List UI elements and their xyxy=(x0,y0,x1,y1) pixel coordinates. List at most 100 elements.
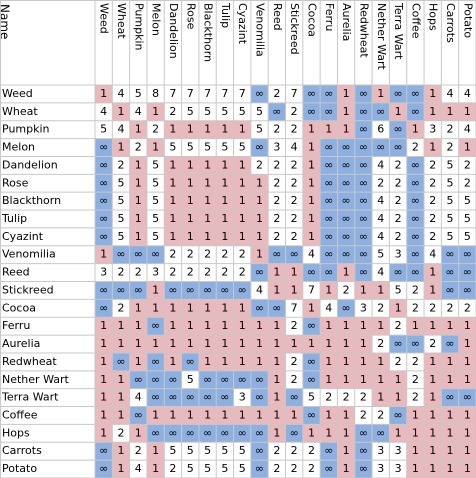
cell-bg xyxy=(424,85,442,103)
cell-bg xyxy=(458,442,476,461)
cell-bg xyxy=(320,192,338,211)
cell-value: 1 xyxy=(117,141,124,154)
cell-bg xyxy=(198,120,217,139)
cell-value: ∞ xyxy=(134,373,143,386)
column-header: Aurelia xyxy=(340,3,353,41)
cell-value: ∞ xyxy=(411,212,420,225)
cell-bg xyxy=(441,442,459,461)
column-header: Dandelion xyxy=(167,3,180,59)
cell-value: 2 xyxy=(291,230,298,243)
cell-value: ∞ xyxy=(255,141,264,154)
cell-bg xyxy=(268,352,286,371)
cell-bg xyxy=(320,352,338,371)
cell-value: 1 xyxy=(464,462,471,475)
cell-value: 2 xyxy=(169,105,176,118)
cell-value: 5 xyxy=(447,194,454,207)
cell-value: 1 xyxy=(308,301,315,314)
cell-value: 4 xyxy=(117,123,124,136)
cell-bg xyxy=(198,245,217,264)
cell-bg xyxy=(302,335,321,353)
cell-value: 1 xyxy=(135,212,142,225)
cell-bg xyxy=(146,227,165,246)
cell-value: 1 xyxy=(395,301,402,314)
cell-value: 1 xyxy=(256,408,263,421)
cell-value: ∞ xyxy=(359,212,368,225)
cell-bg xyxy=(146,352,165,371)
cell-value: 7 xyxy=(204,87,211,100)
cell-bg xyxy=(250,406,269,425)
cell-value: 7 xyxy=(169,87,176,100)
cell-value: 1 xyxy=(308,337,315,350)
cell-bg xyxy=(181,299,199,318)
cell-value: 1 xyxy=(343,426,350,439)
cell-value: ∞ xyxy=(99,212,108,225)
cell-value: 1 xyxy=(204,319,211,332)
cell-bg xyxy=(458,370,476,389)
cell-bg xyxy=(320,263,338,282)
cell-bg xyxy=(129,460,147,478)
cell-bg xyxy=(216,245,234,264)
cell-bg xyxy=(354,85,373,103)
cell-value: 2 xyxy=(343,283,350,296)
cell-bg xyxy=(198,370,217,389)
row-name: Dandelion xyxy=(2,158,58,171)
cell-value: ∞ xyxy=(151,426,160,439)
cell-bg xyxy=(198,352,217,371)
cell-bg xyxy=(389,317,407,336)
cell-value: 2 xyxy=(273,194,280,207)
cell-value: 2 xyxy=(152,123,159,136)
row-name: Potato xyxy=(2,462,37,475)
cell-bg xyxy=(146,210,165,228)
cell-value: 1 xyxy=(239,194,246,207)
cell-value: 4 xyxy=(135,391,142,404)
cell-bg xyxy=(424,192,442,211)
cell-bg xyxy=(458,210,476,228)
cell-value: 5 xyxy=(221,105,228,118)
cell-value: 1 xyxy=(187,176,194,189)
cell-bg xyxy=(406,370,425,389)
cell-value: 1 xyxy=(169,212,176,225)
cell-value: 1 xyxy=(239,230,246,243)
cell-value: ∞ xyxy=(307,408,316,421)
cell-bg xyxy=(424,460,442,478)
cell-bg xyxy=(424,442,442,461)
cell-value: 2 xyxy=(429,194,436,207)
cell-bg xyxy=(164,263,182,282)
cell-value: ∞ xyxy=(255,462,264,475)
cell-value: 1 xyxy=(343,319,350,332)
cell-value: 1 xyxy=(100,408,107,421)
cell-bg xyxy=(372,138,390,157)
cell-value: 5 xyxy=(204,105,211,118)
cell-value: 1 xyxy=(308,158,315,171)
cell-bg xyxy=(268,281,286,300)
cell-value: 5 xyxy=(256,105,263,118)
cell-value: 5 xyxy=(100,123,107,136)
cell-bg xyxy=(112,335,130,353)
cell-value: 2 xyxy=(135,266,142,279)
cell-value: ∞ xyxy=(324,266,333,279)
cell-value: 1 xyxy=(100,373,107,386)
cell-bg xyxy=(458,424,476,443)
cell-value: ∞ xyxy=(393,266,402,279)
cell-bg xyxy=(268,263,286,282)
cell-bg xyxy=(146,263,165,282)
cell-bg xyxy=(320,227,338,246)
cell-value: ∞ xyxy=(151,319,160,332)
cell-value: ∞ xyxy=(220,283,229,296)
cell-bg xyxy=(112,156,130,175)
cell-bg xyxy=(458,192,476,211)
cell-value: ∞ xyxy=(255,426,264,439)
cell-bg xyxy=(164,424,182,443)
cell-bg xyxy=(129,85,147,103)
cell-value: 7 xyxy=(239,87,246,100)
cell-value: 7 xyxy=(308,283,315,296)
cell-value: 1 xyxy=(204,337,211,350)
row-name: Cocoa xyxy=(2,301,36,314)
cell-bg xyxy=(198,210,217,228)
cell-value: 1 xyxy=(325,355,332,368)
row-name: Melon xyxy=(2,141,35,154)
cell-value: 5 xyxy=(169,141,176,154)
cell-bg xyxy=(233,460,251,478)
cell-value: 1 xyxy=(447,373,454,386)
